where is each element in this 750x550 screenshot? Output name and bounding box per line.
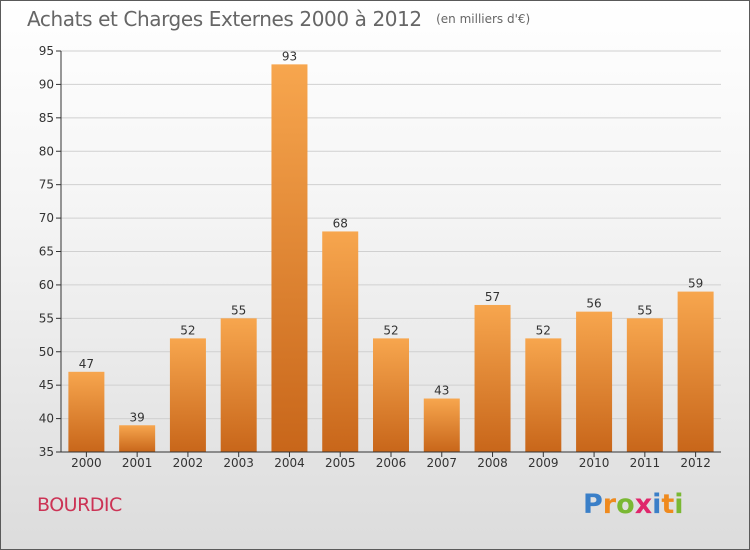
bar [271,64,308,452]
x-tick-label: 2011 [630,456,661,470]
logo-letter: x [634,489,653,520]
x-tick-label: 2006 [376,456,407,470]
logo-letter: i [652,489,662,520]
bar-value-label: 52 [383,323,398,337]
bar [373,338,409,452]
y-tick-label: 65 [39,245,54,259]
bar-value-label: 52 [536,323,551,337]
proxiti-logo: Proxiti [583,489,684,520]
y-tick-label: 70 [39,211,54,225]
bar [169,338,206,452]
bar [220,318,257,452]
commune-name: BOURDIC [37,494,122,516]
bar [322,231,359,452]
y-tick-label: 50 [39,345,54,359]
bar [68,371,105,452]
bar-value-label: 47 [79,357,94,371]
bar [677,291,714,452]
x-tick-label: 2008 [477,456,508,470]
chart-title-text: Achats et Charges Externes 2000 à 2012 [27,7,422,31]
bar-value-label: 39 [130,410,145,424]
x-tick-label: 2007 [426,456,457,470]
chart-title: Achats et Charges Externes 2000 à 2012 (… [27,7,530,31]
logo-letter: P [583,489,603,520]
bar-value-label: 68 [333,216,348,230]
y-tick-label: 75 [39,178,54,192]
chart-unit-label: (en milliers d'€) [436,12,531,26]
x-tick-label: 2010 [579,456,610,470]
bar [626,318,663,452]
y-tick-label: 85 [39,111,54,125]
x-tick-label: 2012 [680,456,711,470]
logo-letter: i [674,489,684,520]
x-tick-label: 2005 [325,456,356,470]
x-tick-label: 2004 [274,456,305,470]
logo-letter: t [661,489,675,520]
bar-value-label: 52 [180,323,195,337]
y-tick-label: 90 [39,77,54,91]
y-tick-label: 95 [39,44,54,58]
bar-value-label: 56 [586,297,601,311]
bar-value-label: 55 [231,303,246,317]
bar-value-label: 59 [688,277,703,291]
y-tick-label: 80 [39,144,54,158]
x-tick-label: 2001 [122,456,153,470]
y-tick-label: 35 [39,445,54,459]
x-tick-label: 2002 [173,456,204,470]
y-tick-label: 45 [39,378,54,392]
logo-letter: o [616,489,635,520]
bar-value-label: 93 [282,49,297,63]
bar-value-label: 55 [637,303,652,317]
y-tick-label: 40 [39,412,54,426]
bar [119,425,156,452]
x-tick-label: 2000 [71,456,102,470]
bar [576,311,613,452]
bar [525,338,562,452]
logo-letter: r [602,489,617,520]
bar [474,304,511,452]
y-tick-label: 60 [39,278,54,292]
y-tick-label: 55 [39,311,54,325]
x-tick-label: 2009 [528,456,559,470]
bar-value-label: 43 [434,384,449,398]
bar [423,398,460,452]
bar-value-label: 57 [485,290,500,304]
x-tick-label: 2003 [223,456,254,470]
